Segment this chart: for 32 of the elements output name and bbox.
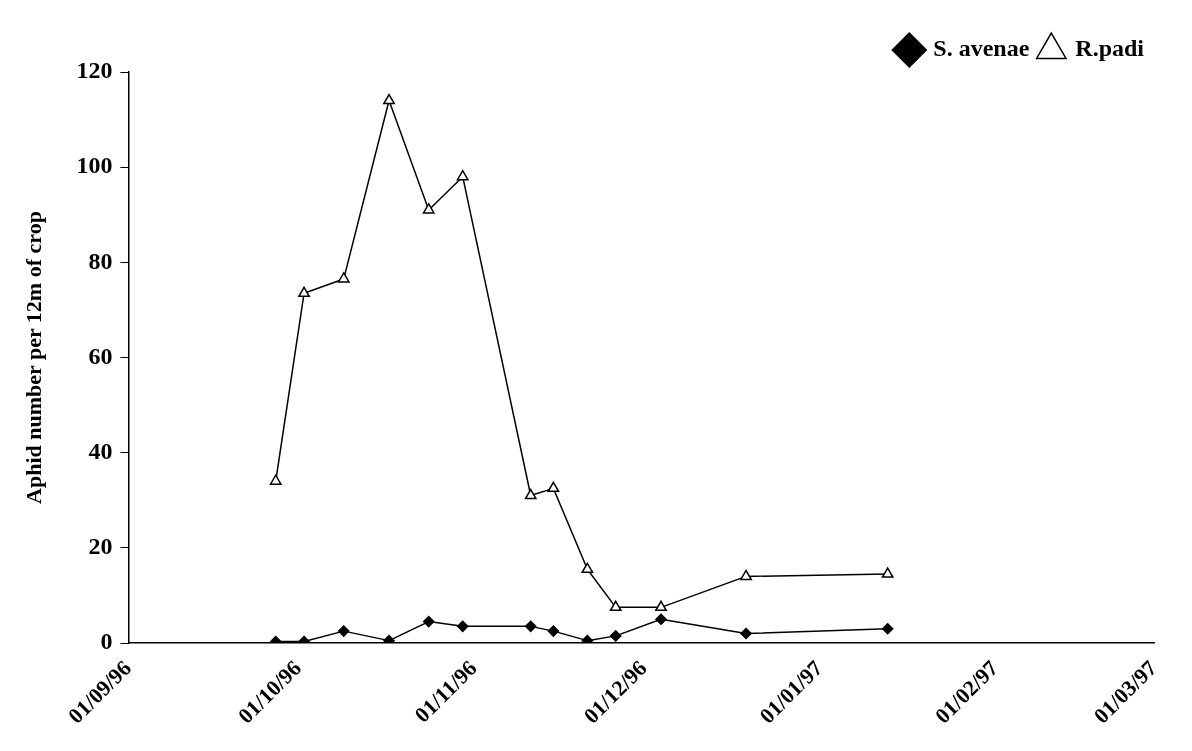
point (581, 562, 594, 574)
point (298, 286, 310, 298)
point (524, 620, 537, 633)
point (740, 569, 752, 581)
point (547, 625, 560, 637)
y-tick-label: 100 (76, 152, 113, 179)
point (655, 600, 667, 612)
point (269, 474, 282, 485)
legend-label: S. avenae (933, 35, 1030, 62)
point (383, 93, 395, 105)
point (740, 627, 752, 640)
point (609, 600, 622, 612)
y-tick-label: 80 (88, 247, 113, 274)
point (881, 567, 894, 578)
point (337, 625, 350, 637)
point (456, 620, 469, 633)
point (655, 613, 667, 625)
point (881, 622, 894, 635)
legend-label: R.padi (1075, 35, 1145, 62)
point (609, 630, 622, 642)
point (524, 488, 537, 500)
point (422, 615, 435, 628)
y-tick-label: 60 (88, 342, 113, 369)
y-axis-title: Aphid number per 12m of crop (20, 211, 46, 504)
point (337, 272, 350, 283)
y-tick-label: 120 (76, 57, 113, 84)
y-tick-label: 40 (88, 437, 113, 464)
point (456, 169, 469, 181)
point (422, 203, 435, 214)
y-tick-label: 20 (88, 533, 113, 560)
point (547, 481, 560, 493)
y-tick-label: 0 (100, 628, 113, 655)
